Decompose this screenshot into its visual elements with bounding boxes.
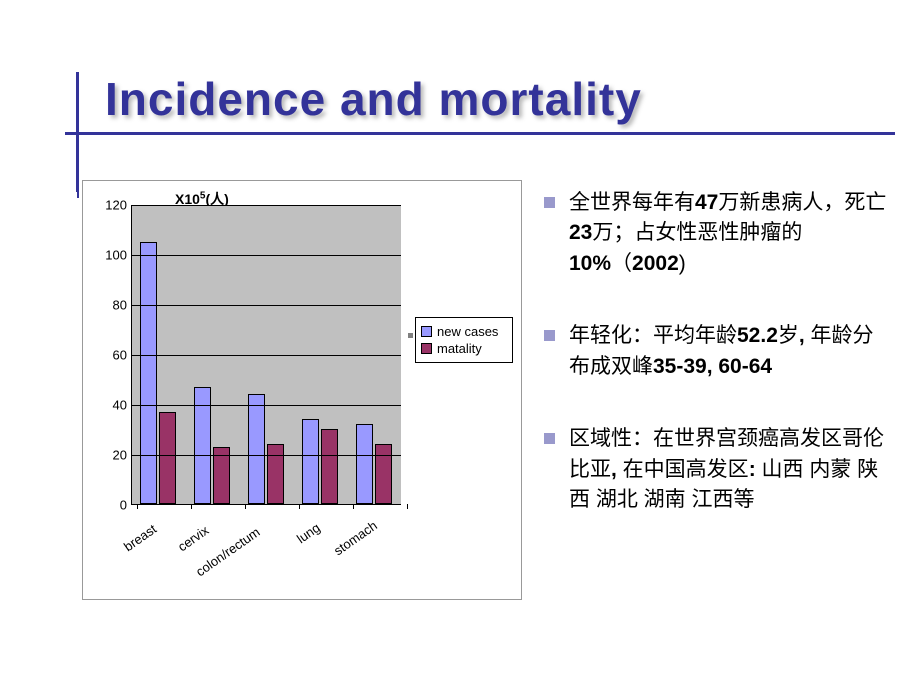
bullet-list: 全世界每年有47万新患病人，死亡23万；占女性恶性肿瘤的10%（2002) 年轻化… — [522, 180, 892, 600]
xtick-mark — [407, 504, 408, 509]
chart-xticks: breastcervixcolon/rectumlungstomach — [131, 511, 401, 591]
bullet-marker-icon — [544, 197, 555, 208]
bar-new-cases — [140, 242, 157, 505]
xtick-label: lung — [294, 519, 323, 545]
bar-matality — [321, 429, 338, 504]
content-row: X105(人) 020406080100120 breastcervixcolo… — [82, 180, 902, 600]
grid-line — [132, 305, 401, 306]
legend-item: matality — [421, 341, 507, 356]
bar-matality — [267, 444, 284, 504]
grid-line — [132, 255, 401, 256]
bullet-item: 年轻化：平均年龄52.2岁, 年龄分布成双峰35-39, 60-64 — [544, 321, 892, 382]
bar-new-cases — [302, 419, 319, 504]
chart-container: X105(人) 020406080100120 breastcervixcolo… — [82, 180, 522, 600]
bullet-item: 区域性：在世界宫颈癌高发区哥伦比亚, 在中国高发区: 山西 内蒙 陕西 湖北 湖… — [544, 424, 892, 515]
ytick-label: 120 — [101, 198, 127, 213]
xtick-mark — [353, 504, 354, 509]
legend-swatch — [421, 343, 432, 354]
legend-label: matality — [437, 341, 482, 356]
ytick-label: 80 — [101, 298, 127, 313]
chart-plot — [131, 205, 401, 505]
xtick-mark — [137, 504, 138, 509]
bullet-marker-icon — [544, 330, 555, 341]
xtick-label: stomach — [331, 518, 380, 558]
ytick-label: 60 — [101, 348, 127, 363]
bullet-item: 全世界每年有47万新患病人，死亡23万；占女性恶性肿瘤的10%（2002) — [544, 188, 892, 279]
grid-line — [132, 455, 401, 456]
legend-swatch — [421, 326, 432, 337]
ytick-label: 40 — [101, 398, 127, 413]
xtick-mark — [245, 504, 246, 509]
bar-matality — [375, 444, 392, 504]
bullet-marker-icon — [544, 433, 555, 444]
bullet-text: 区域性：在世界宫颈癌高发区哥伦比亚, 在中国高发区: 山西 内蒙 陕西 湖北 湖… — [569, 424, 892, 515]
bar-new-cases — [248, 394, 265, 504]
ytick-label: 100 — [101, 248, 127, 263]
ytick-label: 0 — [101, 498, 127, 513]
bullet-text: 年轻化：平均年龄52.2岁, 年龄分布成双峰35-39, 60-64 — [569, 321, 892, 382]
grid-line — [132, 205, 401, 206]
xtick-mark — [191, 504, 192, 509]
ytick-label: 20 — [101, 448, 127, 463]
title-accent-short — [65, 170, 79, 198]
chart-legend: new cases matality — [415, 317, 513, 363]
grid-line — [132, 405, 401, 406]
title-rule: Incidence and mortality — [65, 72, 895, 135]
legend-item: new cases — [421, 324, 507, 339]
bar-new-cases — [356, 424, 373, 504]
xtick-label: cervix — [175, 522, 211, 554]
decorative-dot — [408, 333, 413, 338]
grid-line — [132, 355, 401, 356]
xtick-label: breast — [121, 521, 159, 554]
xtick-mark — [299, 504, 300, 509]
legend-label: new cases — [437, 324, 498, 339]
bullet-text: 全世界每年有47万新患病人，死亡23万；占女性恶性肿瘤的10%（2002) — [569, 188, 892, 279]
page-title: Incidence and mortality — [65, 72, 895, 126]
bar-matality — [159, 412, 176, 505]
